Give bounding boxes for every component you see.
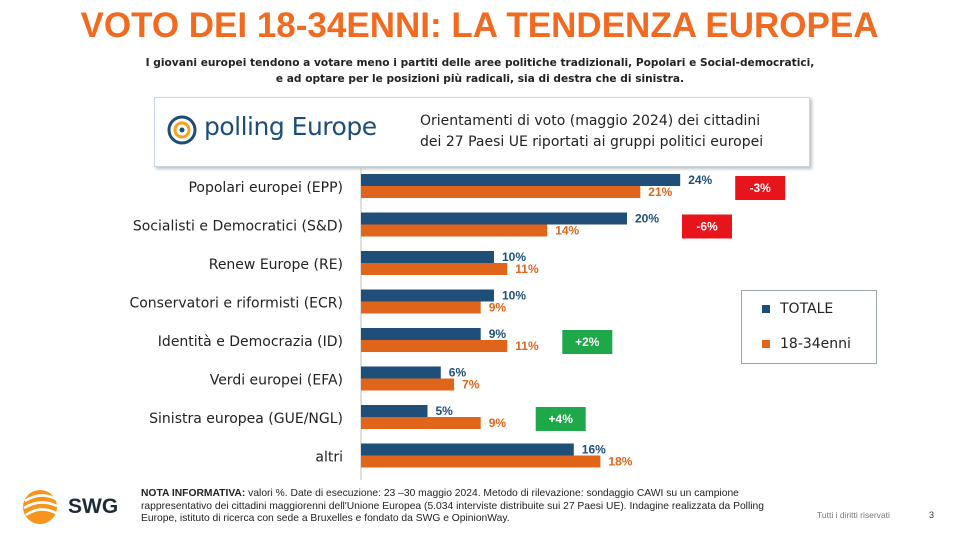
polling-europe-logo-text: polling Europe: [204, 112, 377, 141]
bar-18-34enni: [361, 455, 601, 468]
bar-totale: [361, 405, 428, 417]
data-label-18-34enni: 21%: [648, 185, 672, 199]
data-label-18-34enni: 9%: [489, 301, 507, 315]
page-title: VOTO DEI 18-34ENNI: LA TENDENZA EUROPEA: [80, 6, 879, 45]
swg-logo: SWG: [20, 487, 120, 527]
page-number: 3: [929, 510, 935, 520]
data-label-18-34enni: 11%: [515, 262, 539, 276]
rights-text: Tutti i diritti riservati: [817, 510, 890, 520]
subtitle: I giovani europei tendono a votare meno …: [60, 55, 900, 87]
bar-totale: [361, 251, 494, 263]
change-badge: [682, 214, 732, 239]
category-label: Socialisti e Democratici (S&D): [133, 219, 343, 235]
subtitle-line-2: e ad optare per le posizioni più radical…: [275, 73, 685, 85]
change-badge-label: -6%: [696, 220, 718, 234]
bar-18-34enni: [361, 186, 641, 198]
bar-18-34enni: [361, 263, 508, 275]
data-label-totale: 5%: [436, 404, 454, 418]
methodology-note: NOTA INFORMATIVA: valori %. Date di esec…: [141, 488, 801, 526]
data-label-totale: 20%: [635, 212, 659, 226]
bar-chart: Popolari europei (EPP) 24% 21% Socialisti e…: [129, 168, 786, 480]
legend-swatch-totale: [762, 305, 770, 313]
change-badge: [535, 407, 586, 431]
category-label: Popolari europei (EPP): [188, 180, 343, 196]
category-label: Verdi europei (EFA): [210, 373, 343, 389]
bar-totale: [361, 366, 441, 379]
source-description-line-2: dei 27 Paesi UE riportati ai gruppi poli…: [420, 134, 764, 150]
category-label: altri: [315, 450, 343, 466]
data-label-totale: 24%: [688, 173, 712, 187]
polling-europe-logo-icon: [167, 115, 197, 145]
legend: TOTALE 18-34enni: [741, 290, 877, 364]
source-description-line-1: Orientamenti di voto (maggio 2024) dei c…: [420, 113, 761, 129]
swg-logo-icon: [23, 490, 58, 524]
data-label-totale: 16%: [582, 443, 606, 457]
change-badge-label: -3%: [750, 181, 772, 195]
bar-totale: [361, 212, 627, 225]
bar-18-34enni: [361, 378, 455, 391]
swg-logo-text: SWG: [68, 495, 119, 518]
category-label: Sinistra europea (GUE/NGL): [149, 411, 343, 427]
source-description: Orientamenti di voto (maggio 2024) dei c…: [420, 111, 800, 153]
data-label-18-34enni: 11%: [515, 339, 539, 353]
change-badge-label: +2%: [575, 335, 600, 349]
note-text: valori %. Date di esecuzione: 23 –30 mag…: [141, 488, 765, 525]
bar-18-34enni: [361, 340, 508, 352]
change-badge: [735, 176, 786, 200]
bar-totale: [361, 328, 481, 340]
legend-label-18-34enni: 18-34enni: [780, 336, 851, 352]
change-badge-label: +4%: [549, 412, 574, 426]
data-label-totale: 6%: [449, 366, 467, 380]
category-label: Identità e Democrazia (ID): [158, 334, 343, 350]
bar-totale: [361, 174, 681, 186]
data-label-18-34enni: 9%: [489, 416, 507, 430]
subtitle-line-1: I giovani europei tendono a votare meno …: [145, 57, 815, 69]
bar-18-34enni: [361, 301, 481, 314]
data-label-totale: 10%: [502, 250, 526, 264]
legend-swatch-18-34enni: [762, 340, 770, 348]
legend-label-totale: TOTALE: [780, 301, 834, 317]
data-label-18-34enni: 7%: [462, 378, 480, 392]
bar-totale: [361, 443, 574, 456]
category-label: Conservatori e riformisti (ECR): [129, 296, 343, 312]
data-label-18-34enni: 18%: [608, 455, 632, 469]
category-label: Renew Europe (RE): [209, 257, 343, 273]
bar-18-34enni: [361, 224, 548, 237]
bar-totale: [361, 289, 494, 302]
change-badge: [562, 330, 613, 354]
source-box: polling Europe Orientamenti di voto (mag…: [154, 97, 810, 167]
data-label-totale: 10%: [502, 289, 526, 303]
data-label-totale: 9%: [489, 327, 507, 341]
bar-18-34enni: [361, 417, 481, 429]
note-label: NOTA INFORMATIVA:: [141, 488, 246, 499]
data-label-18-34enni: 14%: [555, 224, 579, 238]
